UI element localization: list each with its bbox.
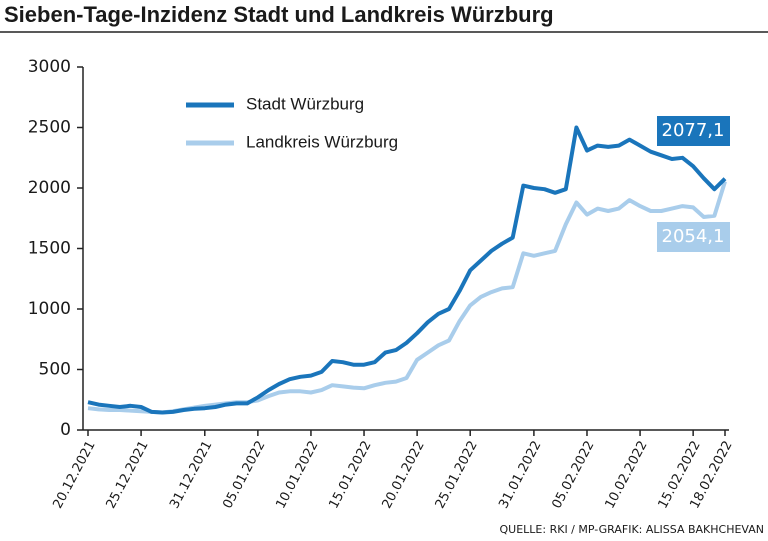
source: QUELLE: RKI / MP-GRAFIK: ALISSA BAKHCHEV… — [500, 523, 764, 536]
x-tick-label: 25.12.2021 — [104, 438, 152, 511]
x-tick-label: 10.02.2022 — [602, 438, 650, 511]
y-tick-label: 0 — [60, 420, 71, 440]
y-tick-label: 2500 — [28, 118, 71, 138]
legend-label: Landkreis Würzburg — [246, 132, 398, 151]
y-tick-label: 3000 — [28, 57, 71, 77]
x-tick-label: 25.01.2022 — [433, 438, 481, 511]
x-tick-label: 31.12.2021 — [167, 438, 215, 511]
legend-label: Stadt Würzburg — [246, 94, 364, 113]
value-label-box — [657, 222, 730, 252]
x-tick-label: 15.01.2022 — [326, 438, 374, 511]
y-tick-label: 1500 — [28, 239, 71, 259]
x-tick-label: 20.01.2022 — [380, 438, 428, 511]
y-tick-label: 1000 — [28, 299, 71, 319]
y-tick-label: 500 — [39, 360, 71, 380]
value-label: 2077,1 — [662, 120, 725, 141]
y-tick-label: 2000 — [28, 178, 71, 198]
x-tick-label: 31.01.2022 — [496, 438, 544, 511]
x-tick-label: 05.02.2022 — [549, 438, 597, 511]
x-tick-label: 10.01.2022 — [273, 438, 321, 511]
value-label-box — [657, 116, 730, 146]
series-line — [87, 180, 727, 415]
x-tick-label: 05.01.2022 — [220, 438, 268, 511]
chart-title: Sieben-Tage-Inzidenz Stadt und Landkreis… — [4, 2, 554, 27]
x-tick-label: 20.12.2021 — [50, 438, 98, 511]
value-label: 2054,1 — [662, 226, 725, 247]
series-line — [87, 125, 727, 415]
